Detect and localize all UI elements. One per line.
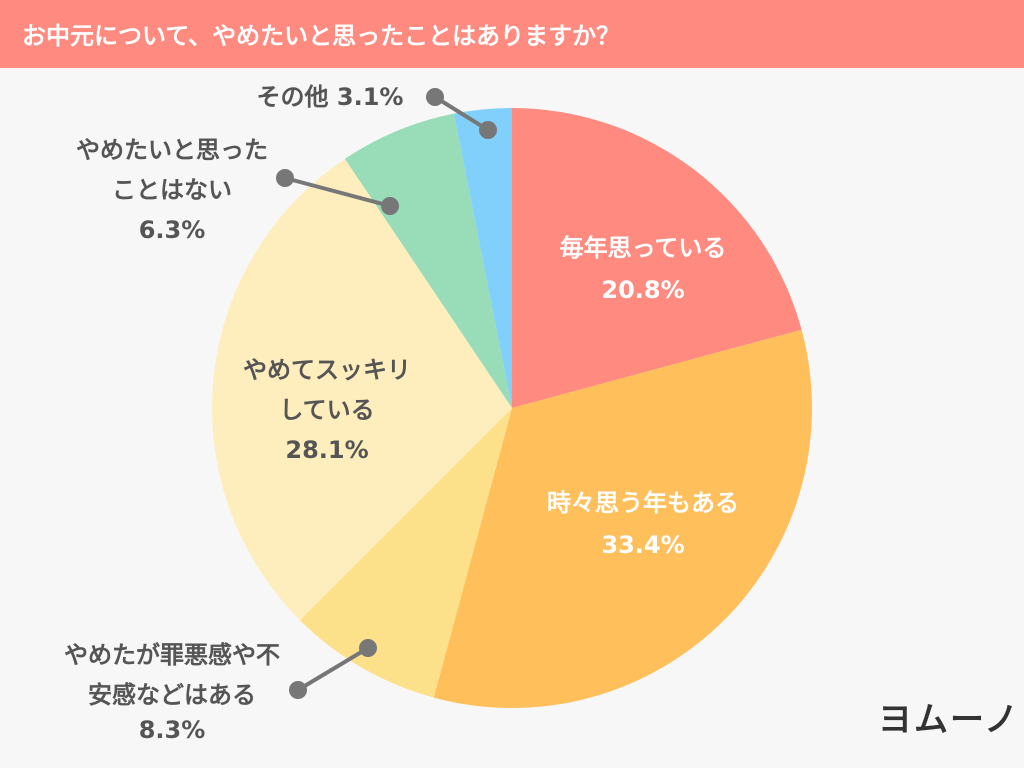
slice-label: やめたいと思ったことはない: [76, 136, 268, 204]
leader-dot: [276, 169, 294, 187]
slice-label: その他: [256, 83, 329, 111]
leader-dot: [289, 681, 307, 699]
value-label: 6.3%: [138, 216, 206, 244]
slice-label: 毎年思っている: [559, 234, 727, 262]
leader-dot: [479, 121, 497, 139]
leader-dot: [381, 197, 399, 215]
pie-slice: [344, 113, 512, 408]
pie-slice: [453, 108, 512, 408]
logo: ヨムーノ: [878, 700, 1020, 740]
leader-dot: [359, 639, 377, 657]
value-label: 3.1%: [336, 83, 404, 111]
pie-slice: [433, 329, 812, 708]
slice-label: 時々思う年もある: [547, 489, 739, 517]
value-label: 8.3%: [138, 716, 206, 744]
slice-label-group: その他 3.1%: [257, 77, 404, 117]
slice-label: やめたが罪悪感や不安感などはある: [64, 641, 280, 709]
chart-title: お中元について、やめたいと思ったことはありますか？: [22, 22, 621, 50]
leaders: [276, 88, 497, 699]
leader-dot: [426, 88, 444, 106]
value-label: 28.1%: [285, 436, 369, 464]
value-label: 20.8%: [601, 276, 685, 304]
leader-line: [296, 646, 370, 692]
slice-label: やめてスッキリしている: [243, 356, 411, 424]
pie-slice: [512, 108, 802, 408]
title-bar: [0, 0, 1024, 68]
pie-slice: [212, 158, 513, 621]
value-label: 33.4%: [601, 531, 685, 559]
leader-line: [433, 95, 490, 132]
leader-line: [284, 176, 391, 208]
pie-slice: [299, 408, 512, 698]
